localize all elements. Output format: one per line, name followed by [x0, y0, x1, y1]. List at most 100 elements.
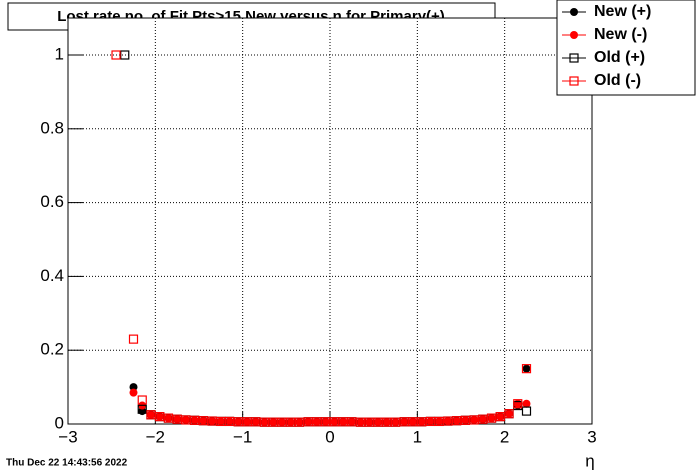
x-tick-label: 3	[587, 427, 596, 446]
marker	[470, 415, 479, 424]
marker	[339, 417, 348, 426]
marker	[425, 416, 436, 427]
marker	[207, 416, 217, 426]
marker	[312, 417, 321, 426]
marker	[382, 418, 391, 427]
marker	[417, 417, 426, 426]
marker	[294, 417, 305, 427]
marker	[321, 417, 331, 427]
marker	[268, 417, 278, 427]
legend-label: New (-)	[594, 26, 647, 43]
marker	[163, 413, 174, 423]
marker	[251, 417, 261, 427]
x-axis-label: η	[585, 451, 594, 470]
marker	[321, 417, 330, 426]
marker	[225, 417, 234, 426]
marker	[155, 412, 165, 422]
marker	[181, 415, 191, 425]
marker	[286, 417, 296, 427]
marker	[128, 334, 139, 344]
marker	[373, 417, 383, 427]
legend-marker	[569, 76, 579, 86]
legend-label: New (+)	[594, 3, 651, 20]
marker	[137, 395, 147, 405]
marker	[216, 416, 226, 427]
marker	[443, 416, 453, 426]
marker	[251, 417, 260, 426]
marker	[443, 417, 452, 426]
marker	[111, 50, 121, 60]
y-tick-label: 0.4	[40, 266, 64, 285]
marker	[295, 418, 304, 427]
legend-label: Old (+)	[594, 49, 645, 66]
marker	[198, 416, 208, 426]
marker	[461, 416, 470, 425]
marker	[260, 418, 269, 427]
legend: New (+) New (-) Old (+) Old (-)	[556, 0, 696, 96]
marker	[408, 417, 417, 426]
marker	[137, 404, 147, 414]
marker	[303, 417, 313, 427]
marker	[400, 417, 409, 426]
x-tick-label: 0	[325, 427, 334, 446]
marker	[435, 417, 444, 426]
marker	[382, 417, 392, 427]
marker	[243, 417, 252, 426]
marker	[269, 418, 278, 427]
marker	[391, 418, 400, 427]
marker	[460, 415, 470, 425]
marker	[277, 417, 287, 427]
timestamp: Thu Dec 22 14:43:56 2022	[6, 458, 128, 469]
marker	[390, 417, 401, 427]
marker	[155, 412, 164, 421]
marker	[173, 415, 182, 424]
x-tick-label: 1	[413, 427, 422, 446]
x-tick-label: 2	[500, 427, 509, 446]
legend-label: Old (-)	[594, 72, 641, 89]
marker	[120, 50, 130, 60]
marker	[224, 416, 235, 427]
legend-box	[556, 0, 696, 96]
plot-frame	[67, 17, 593, 425]
marker	[330, 417, 339, 426]
marker	[199, 416, 208, 425]
marker	[452, 416, 461, 425]
marker	[513, 399, 523, 409]
marker	[505, 409, 514, 418]
y-tick-label: 0.8	[40, 118, 64, 137]
marker	[504, 409, 514, 419]
marker	[374, 418, 383, 427]
y-tick-label: 1	[55, 44, 64, 63]
marker	[216, 417, 225, 426]
marker	[478, 415, 487, 424]
marker	[356, 418, 365, 427]
marker	[364, 417, 374, 427]
marker	[129, 383, 138, 392]
marker	[434, 416, 444, 427]
y-tick-label: 0.2	[40, 340, 64, 359]
x-tick-label: −2	[146, 427, 165, 446]
marker	[286, 418, 295, 427]
marker	[312, 417, 322, 427]
marker	[521, 406, 532, 416]
marker	[478, 414, 488, 424]
marker	[164, 414, 173, 423]
marker	[426, 417, 435, 426]
marker	[486, 413, 497, 423]
marker	[355, 417, 366, 427]
marker	[259, 417, 270, 427]
marker	[208, 417, 217, 426]
marker	[496, 412, 505, 421]
marker	[190, 416, 199, 425]
x-tick-label: −1	[233, 427, 252, 446]
marker	[347, 417, 356, 426]
marker	[452, 416, 462, 426]
marker	[304, 417, 313, 426]
legend-marker	[569, 53, 579, 63]
marker	[521, 364, 532, 374]
marker	[365, 418, 374, 427]
legend-marker	[570, 31, 578, 39]
marker	[190, 415, 200, 425]
plot-area: −3 −2 −1 0 1 2 3 0 0.2 0.4 0.6 0.8 1	[40, 17, 597, 446]
